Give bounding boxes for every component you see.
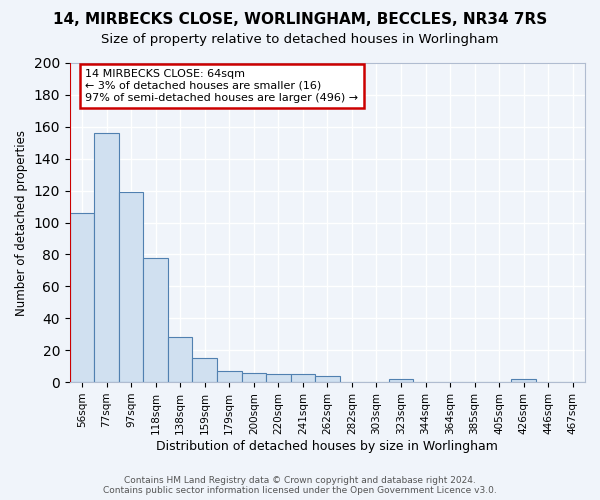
Bar bbox=[290, 374, 315, 382]
Bar bbox=[315, 376, 340, 382]
Bar bbox=[168, 338, 193, 382]
Bar bbox=[119, 192, 143, 382]
Text: 14, MIRBECKS CLOSE, WORLINGHAM, BECCLES, NR34 7RS: 14, MIRBECKS CLOSE, WORLINGHAM, BECCLES,… bbox=[53, 12, 547, 28]
Bar bbox=[94, 133, 119, 382]
Bar bbox=[143, 258, 168, 382]
Y-axis label: Number of detached properties: Number of detached properties bbox=[15, 130, 28, 316]
Text: Size of property relative to detached houses in Worlingham: Size of property relative to detached ho… bbox=[101, 32, 499, 46]
Text: Contains public sector information licensed under the Open Government Licence v3: Contains public sector information licen… bbox=[103, 486, 497, 495]
Text: Contains HM Land Registry data © Crown copyright and database right 2024.: Contains HM Land Registry data © Crown c… bbox=[124, 476, 476, 485]
Bar bbox=[217, 371, 242, 382]
Bar bbox=[511, 379, 536, 382]
Bar bbox=[389, 379, 413, 382]
Bar bbox=[193, 358, 217, 382]
X-axis label: Distribution of detached houses by size in Worlingham: Distribution of detached houses by size … bbox=[157, 440, 499, 452]
Bar bbox=[70, 213, 94, 382]
Bar bbox=[266, 374, 290, 382]
Bar bbox=[242, 372, 266, 382]
Text: 14 MIRBECKS CLOSE: 64sqm
← 3% of detached houses are smaller (16)
97% of semi-de: 14 MIRBECKS CLOSE: 64sqm ← 3% of detache… bbox=[85, 70, 358, 102]
